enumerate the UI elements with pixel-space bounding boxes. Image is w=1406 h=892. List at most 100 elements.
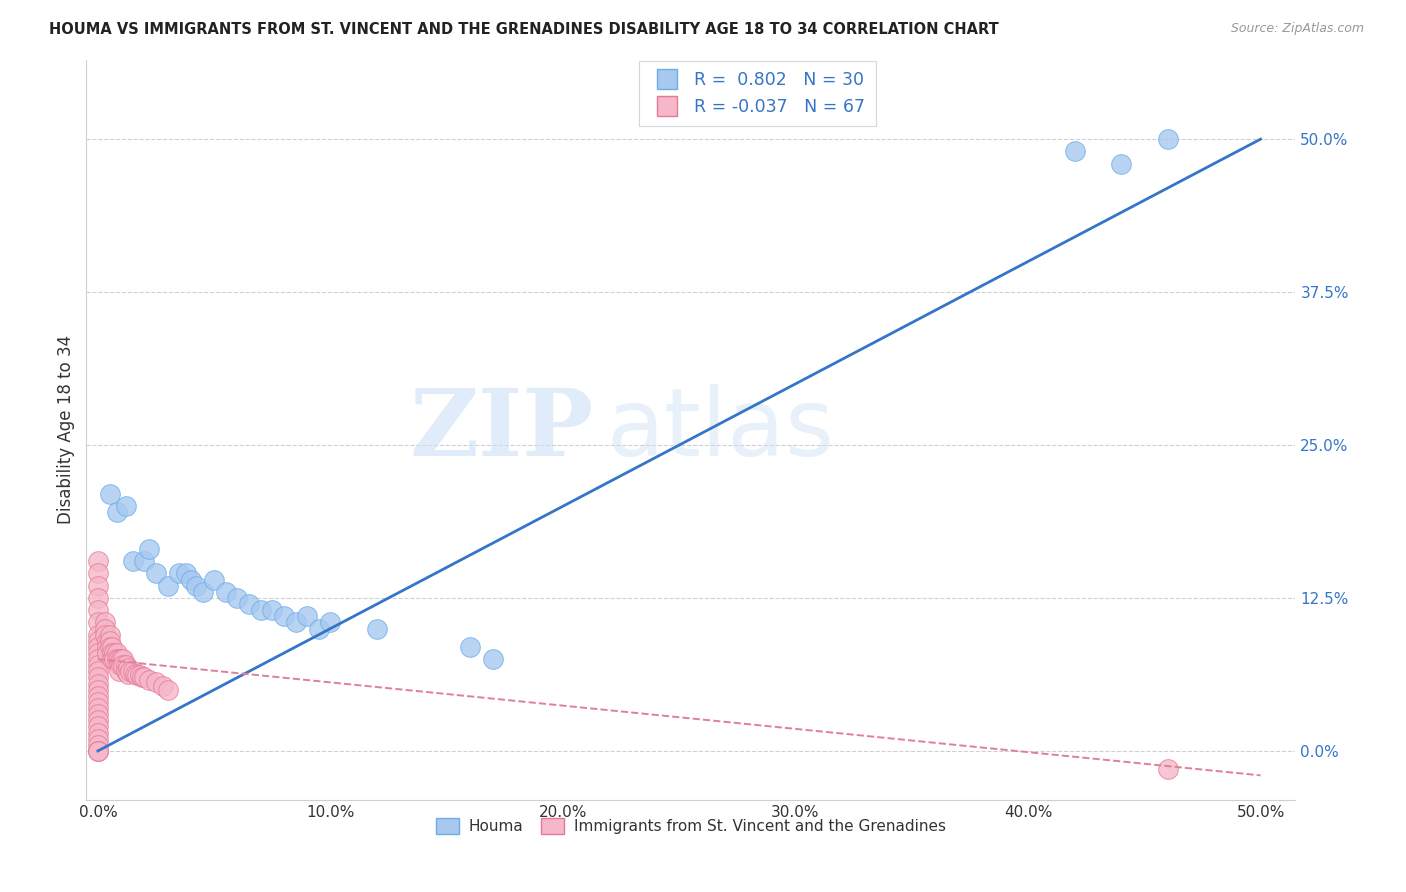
Point [121,665,143,679]
Point [128,668,150,682]
Point [87,579,110,593]
Text: atlas: atlas [606,384,835,475]
Point [98,487,121,501]
Point [87,738,110,752]
Point [87,566,110,581]
Point [112,652,135,666]
Point [87,714,110,728]
Point [145,566,167,581]
Point [110,658,132,673]
Point [114,499,136,513]
Point [169,566,191,581]
Point [87,719,110,733]
Point [134,554,156,568]
Point [87,744,110,758]
Point [87,671,110,685]
Point [1063,145,1085,159]
Point [108,652,131,666]
Point [98,628,121,642]
Point [112,658,135,673]
Point [249,603,271,617]
Point [87,695,110,709]
Text: ZIP: ZIP [411,384,595,475]
Point [87,591,110,605]
Point [156,579,179,593]
Point [87,603,110,617]
Point [191,585,214,599]
Point [87,701,110,715]
Point [295,609,318,624]
Y-axis label: Disability Age 18 to 34: Disability Age 18 to 34 [58,335,75,524]
Point [87,665,110,679]
Point [96,640,118,654]
Point [98,633,121,648]
Point [87,640,110,654]
Point [87,731,110,746]
Point [105,652,128,666]
Point [103,652,125,666]
Point [145,675,167,690]
Point [87,682,110,697]
Point [103,646,125,660]
Point [284,615,307,630]
Point [87,652,110,666]
Point [174,566,197,581]
Point [308,622,330,636]
Point [1156,762,1178,776]
Point [127,668,149,682]
Text: Source: ZipAtlas.com: Source: ZipAtlas.com [1230,22,1364,36]
Point [238,597,260,611]
Point [108,658,131,673]
Point [87,628,110,642]
Point [215,585,238,599]
Point [87,658,110,673]
Point [156,682,179,697]
Point [105,505,128,519]
Point [87,554,110,568]
Point [87,676,110,690]
Point [1109,156,1132,170]
Point [87,744,110,758]
Point [94,622,117,636]
Point [87,633,110,648]
Point [105,646,128,660]
Point [96,646,118,660]
Point [121,554,143,568]
Point [108,665,131,679]
Point [482,652,505,666]
Point [138,541,160,556]
Point [87,646,110,660]
Point [134,671,156,685]
Point [101,640,124,654]
Point [87,707,110,722]
Point [180,573,202,587]
Point [87,725,110,739]
Point [114,665,136,679]
Point [262,603,284,617]
Point [120,665,142,679]
Point [114,658,136,673]
Point [458,640,481,654]
Point [138,673,160,687]
Point [101,646,124,660]
Point [202,573,225,587]
Point [87,615,110,630]
Legend: Houma, Immigrants from St. Vincent and the Grenadines: Houma, Immigrants from St. Vincent and t… [430,812,952,840]
Point [1156,132,1178,146]
Point [124,666,146,681]
Point [94,628,117,642]
Point [94,615,117,630]
Point [87,689,110,703]
Point [96,633,118,648]
Point [226,591,249,605]
Point [184,579,207,593]
Point [319,615,342,630]
Point [366,622,388,636]
Point [101,652,124,666]
Text: HOUMA VS IMMIGRANTS FROM ST. VINCENT AND THE GRENADINES DISABILITY AGE 18 TO 34 : HOUMA VS IMMIGRANTS FROM ST. VINCENT AND… [49,22,998,37]
Point [117,666,139,681]
Point [152,679,174,693]
Point [87,744,110,758]
Point [273,609,295,624]
Point [98,640,121,654]
